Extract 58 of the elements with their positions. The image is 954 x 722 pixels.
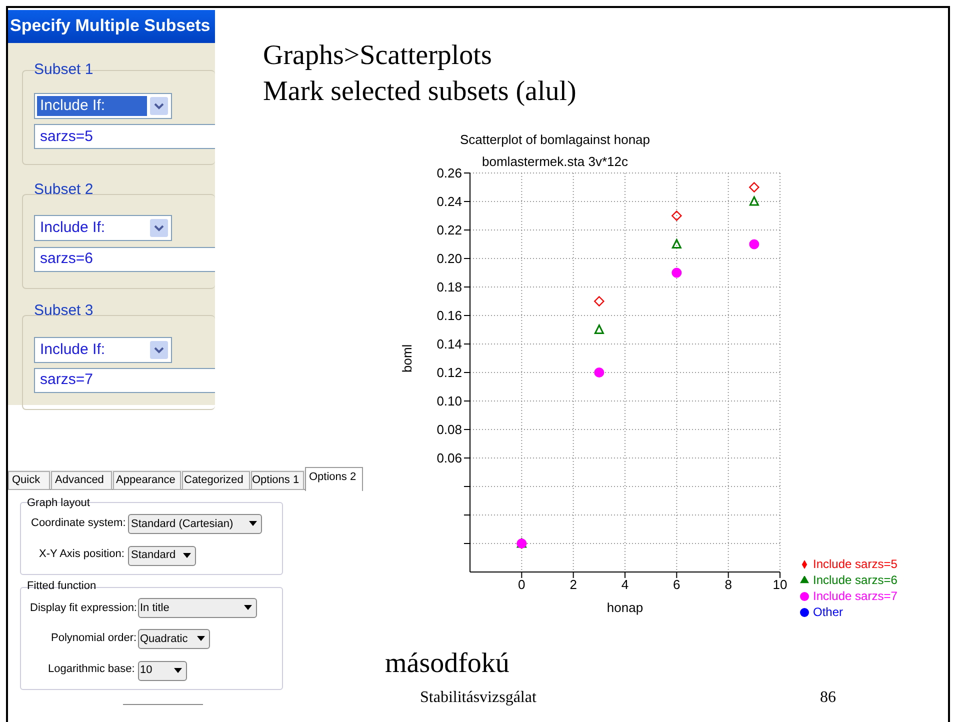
chart-subtitle: bomlastermek.sta 3v*12c: [482, 154, 628, 169]
text: Appearance: [116, 474, 176, 487]
text: Categorized: [184, 474, 244, 487]
text: X-Y Axis position:: [39, 548, 124, 561]
y-tick-label: 0.22: [436, 222, 462, 238]
text: Options 1: [252, 474, 300, 487]
legend-label: Include sarzs=7: [813, 589, 898, 603]
y-tick-label: 0.24: [436, 194, 462, 210]
text: Stabilitásvizsgálat: [420, 689, 536, 708]
y-tick-label: 0.12: [436, 365, 462, 380]
y-axis-title: boml: [400, 344, 415, 372]
chart-title: Scatterplot of bomlagainst honap: [458, 132, 652, 147]
legend-label: Other: [813, 605, 844, 619]
legend-label: Include sarzs=6: [813, 573, 898, 587]
text: Graphs>Scatterplots: [263, 40, 492, 72]
text: Include If:: [40, 341, 106, 358]
text: In title: [140, 602, 170, 615]
text: Subset 2: [34, 181, 94, 198]
text: Quick: [12, 474, 40, 487]
text: Polynomial order:: [51, 632, 137, 645]
x-tick-label: 10: [772, 577, 788, 592]
text: 10: [140, 664, 152, 677]
text: 86: [820, 689, 836, 708]
text: Fitted function: [27, 580, 96, 593]
text: Include If:: [40, 97, 106, 114]
text: Include If:: [40, 219, 106, 236]
text: Specify Multiple Subsets: [10, 16, 210, 36]
text: sarzs=5: [40, 128, 93, 146]
text: Coordinate system:: [31, 517, 126, 530]
text: Quadratic: [140, 633, 188, 646]
y-tick-label: 0.16: [436, 308, 462, 324]
y-tick-label: 0.26: [436, 166, 462, 181]
text: Logarithmic base:: [48, 663, 135, 676]
y-tick-label: 0.14: [436, 336, 462, 352]
text: másodfokú: [385, 648, 510, 680]
x-tick-label: 2: [570, 577, 577, 592]
y-tick-label: 0.10: [436, 394, 462, 409]
text: Standard: [131, 549, 176, 562]
text: Subset 3: [34, 302, 94, 320]
text: Display fit expression:: [30, 602, 137, 615]
y-tick-label: 0.20: [436, 251, 462, 266]
text: Mark selected subsets (alul): [263, 76, 576, 108]
legend-label: Include sarzs=5: [813, 557, 898, 571]
x-tick-label: 0: [518, 577, 526, 592]
y-tick-label: 0.18: [436, 280, 462, 295]
text: sarzs=6: [40, 250, 93, 268]
x-axis-title: honap: [606, 600, 644, 615]
text: sarzs=7: [40, 371, 93, 388]
x-tick-label: 6: [673, 577, 680, 592]
text: Options 2: [309, 471, 356, 484]
y-tick-label: 0.06: [436, 450, 462, 466]
text: Graph layout: [27, 497, 90, 510]
text: Subset 1: [34, 61, 94, 78]
x-tick-label: 4: [621, 577, 629, 592]
y-tick-label: 0.08: [436, 422, 462, 438]
text: Standard (Cartesian): [131, 518, 234, 531]
text: Advanced: [55, 474, 104, 487]
x-tick-label: 8: [724, 577, 732, 592]
